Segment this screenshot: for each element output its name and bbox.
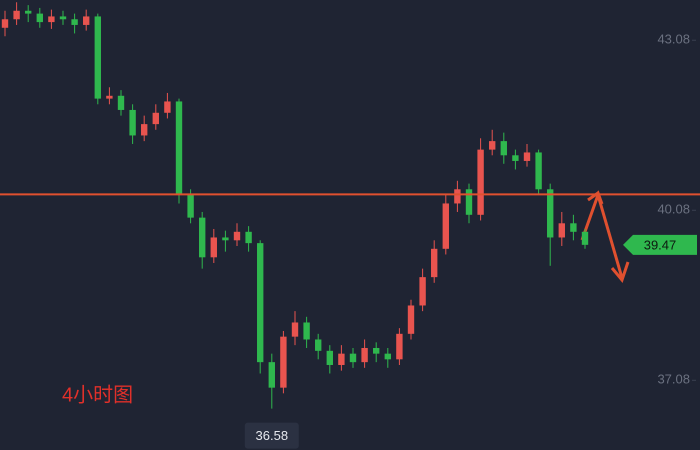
candle-body (477, 149, 484, 215)
candle-body (210, 237, 217, 258)
candle-body (558, 223, 565, 238)
last-price-badge (623, 234, 697, 255)
candle-body (523, 152, 531, 161)
candle-body (129, 109, 136, 136)
candle-body (117, 95, 125, 110)
candle-body (83, 16, 90, 25)
candle-body (36, 13, 43, 23)
candle-body (280, 336, 287, 388)
candle-body (338, 353, 345, 365)
candle-body (512, 155, 519, 161)
candle-body (164, 101, 171, 113)
candle-body (373, 347, 380, 354)
candle-body (454, 189, 461, 204)
arrow-head (610, 261, 630, 284)
arrow-head (587, 190, 604, 205)
candle-body (94, 16, 101, 99)
candle-body (535, 152, 542, 190)
candle-body (396, 333, 403, 360)
candle-body (326, 350, 333, 365)
candle-body (199, 217, 206, 258)
candle-body (59, 16, 67, 20)
candle-body (175, 101, 183, 195)
candle-body (257, 243, 264, 363)
candle-body (442, 203, 449, 249)
candle-body (187, 194, 194, 218)
low-label: 36.58 (256, 428, 289, 443)
candle-body (384, 353, 391, 360)
candle-body (500, 141, 507, 156)
candle-body (245, 231, 252, 244)
candle-body (315, 339, 322, 351)
candle-body (349, 353, 357, 363)
candle-body (291, 322, 299, 337)
candle-body (48, 16, 55, 23)
candle-body (489, 141, 496, 150)
candle-body (13, 10, 20, 20)
candle-body (71, 19, 78, 25)
candle-body (1, 19, 9, 28)
candle-body (25, 10, 32, 14)
candle-body (581, 231, 589, 245)
candle-body (233, 231, 241, 241)
candle-body (152, 112, 159, 125)
candle-body (431, 248, 438, 278)
low-label-box (244, 422, 299, 449)
candle-body (106, 95, 113, 99)
candle-body (547, 189, 554, 238)
y-tick-label: 40.08 (657, 202, 690, 217)
candle-body (222, 237, 229, 241)
candle-body (361, 347, 368, 363)
candle-body (407, 305, 415, 334)
candle-body (303, 322, 310, 340)
candle-body (419, 277, 426, 306)
last-price-label: 39.47 (644, 237, 677, 252)
y-tick-label: 37.08 (657, 372, 690, 387)
candle-body (465, 189, 473, 215)
candle-body (570, 223, 577, 232)
annotation: 4小时图 (62, 383, 133, 406)
candle-body (141, 124, 148, 136)
y-tick-label: 43.08 (657, 32, 690, 47)
candle-body (268, 362, 275, 388)
